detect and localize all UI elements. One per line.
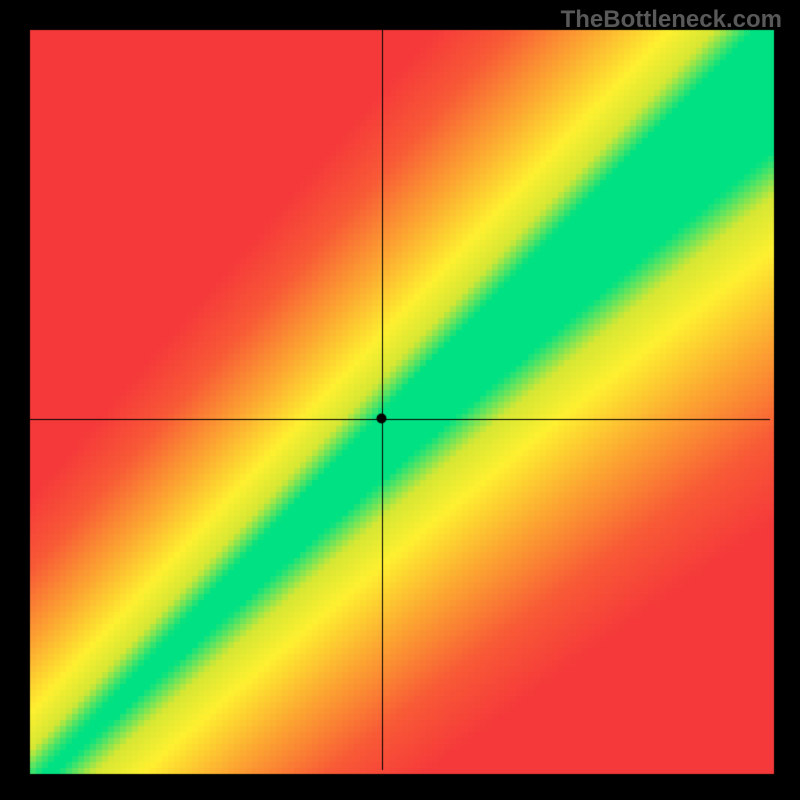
watermark-text: TheBottleneck.com [561,6,782,34]
chart-container: TheBottleneck.com [0,0,800,800]
bottleneck-heatmap-canvas [0,0,800,800]
